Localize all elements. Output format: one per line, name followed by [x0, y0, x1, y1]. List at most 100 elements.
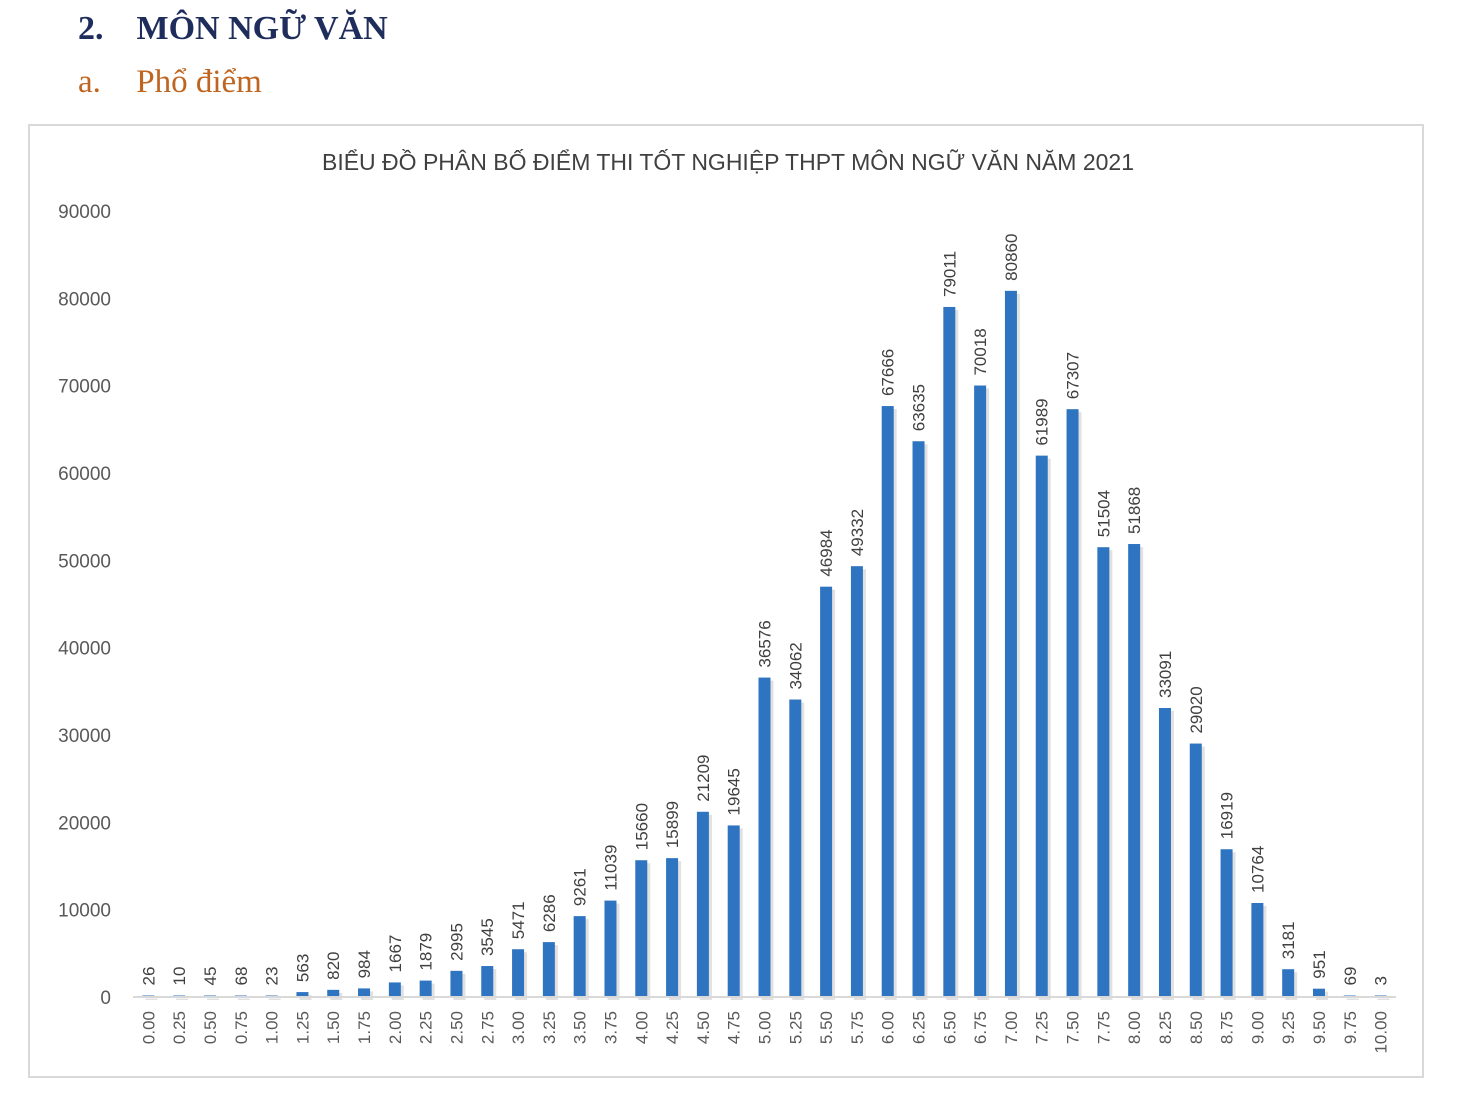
data-label: 29020 — [1187, 686, 1206, 733]
data-label: 67307 — [1064, 352, 1083, 399]
x-tick-label: 2.50 — [447, 1011, 466, 1044]
x-tick-label: 0.75 — [232, 1011, 251, 1044]
bar — [1220, 849, 1233, 997]
bar — [542, 942, 555, 997]
x-tick-label: 6.50 — [940, 1011, 959, 1044]
x-tick-label: 5.75 — [848, 1011, 867, 1044]
x-tick-label: 4.25 — [663, 1011, 682, 1044]
data-label: 3545 — [478, 918, 497, 956]
bar — [296, 992, 309, 997]
bar-shadow — [207, 998, 220, 1000]
section-title: MÔN NGỮ VĂN — [136, 10, 388, 47]
score-distribution-chart: BIỂU ĐỒ PHÂN BỐ ĐIỂM THI TỐT NGHIỆP THPT… — [58, 148, 1396, 1054]
bar — [327, 989, 340, 997]
data-label: 26 — [139, 967, 158, 986]
y-tick-label: 70000 — [58, 377, 111, 398]
data-label: 563 — [293, 954, 312, 982]
data-label: 3181 — [1279, 921, 1298, 959]
x-tick-label: 4.50 — [694, 1011, 713, 1044]
subsection-letter: a. — [78, 64, 101, 100]
bar-shadow — [268, 998, 281, 1000]
data-label: 70018 — [971, 328, 990, 375]
data-label: 5471 — [509, 901, 528, 939]
bar — [912, 441, 925, 997]
x-tick-label: 9.75 — [1341, 1011, 1360, 1044]
x-tick-label: 3.50 — [571, 1011, 590, 1044]
x-tick-label: 0.25 — [170, 1011, 189, 1044]
data-label: 6286 — [540, 894, 559, 932]
bar — [1128, 544, 1141, 997]
y-axis: 0 10000 20000 30000 40000 50000 60000 70000 8000… — [58, 202, 111, 1009]
x-tick-label: 6.25 — [910, 1011, 929, 1044]
data-label: 19645 — [725, 768, 744, 815]
data-label: 67666 — [879, 349, 898, 396]
x-tick-label: 9.00 — [1248, 1011, 1267, 1044]
x-tick-label: 0.00 — [139, 1011, 158, 1044]
bar — [1066, 409, 1079, 997]
subsection-heading: a. Phổ điểm — [78, 64, 262, 101]
data-label: 36576 — [756, 620, 775, 667]
x-tick-label: 1.25 — [293, 1011, 312, 1044]
bar — [727, 825, 740, 997]
bar-shadow — [176, 998, 189, 1000]
bar — [850, 566, 863, 997]
y-tick-label: 10000 — [58, 901, 111, 922]
data-label: 23 — [263, 967, 282, 986]
y-tick-label: 90000 — [58, 202, 111, 223]
x-tick-label: 2.25 — [417, 1011, 436, 1044]
bar — [1189, 743, 1202, 997]
data-label: 1667 — [386, 935, 405, 973]
bar — [604, 900, 617, 997]
x-tick-label: 8.75 — [1218, 1011, 1237, 1044]
bar — [388, 982, 401, 997]
bar — [974, 385, 987, 997]
data-label: 33091 — [1156, 651, 1175, 698]
data-label: 820 — [324, 951, 343, 979]
data-label: 49332 — [848, 509, 867, 556]
data-label: 69 — [1341, 967, 1360, 986]
bar — [635, 860, 648, 997]
x-tick-label: 8.50 — [1187, 1011, 1206, 1044]
x-tick-label: 4.00 — [632, 1011, 651, 1044]
x-tick-label: 10.00 — [1372, 1011, 1391, 1054]
data-label: 10764 — [1248, 846, 1267, 893]
bar — [1251, 902, 1264, 997]
x-tick-label: 5.00 — [756, 1011, 775, 1044]
x-tick-label: 6.00 — [879, 1011, 898, 1044]
y-tick-label: 20000 — [58, 813, 111, 834]
bar — [1282, 969, 1295, 997]
x-tick-label: 2.00 — [386, 1011, 405, 1044]
bar — [573, 916, 586, 997]
bar — [419, 980, 432, 997]
bar — [789, 699, 802, 997]
x-tick-label: 6.75 — [971, 1011, 990, 1044]
x-tick-label: 8.25 — [1156, 1011, 1175, 1044]
bar — [758, 677, 771, 997]
bar — [481, 966, 494, 997]
chart-title: BIỂU ĐỒ PHÂN BỐ ĐIỂM THI TỐT NGHIỆP THPT… — [322, 148, 1134, 175]
bar — [881, 406, 894, 997]
bar — [943, 306, 956, 997]
y-tick-label: 30000 — [58, 726, 111, 747]
bar-shadow — [145, 998, 158, 1000]
x-tick-label: 3.75 — [601, 1011, 620, 1044]
data-label: 34062 — [786, 642, 805, 689]
data-label: 63635 — [910, 384, 929, 431]
bar — [820, 586, 833, 997]
x-tick-label: 7.25 — [1033, 1011, 1052, 1044]
data-label: 10 — [170, 967, 189, 986]
data-label: 15660 — [632, 803, 651, 850]
x-tick-label: 1.00 — [263, 1011, 282, 1044]
x-tick-label: 7.00 — [1002, 1011, 1021, 1044]
bar — [696, 811, 709, 997]
data-label: 51868 — [1125, 487, 1144, 534]
data-label: 61989 — [1033, 398, 1052, 445]
y-tick-label: 0 — [100, 988, 111, 1009]
bar — [358, 988, 371, 997]
bar — [666, 858, 679, 997]
data-label: 9261 — [571, 868, 590, 906]
x-tick-label: 9.50 — [1310, 1011, 1329, 1044]
bar — [1158, 708, 1171, 997]
data-label: 21209 — [694, 754, 713, 801]
y-tick-label: 80000 — [58, 289, 111, 310]
